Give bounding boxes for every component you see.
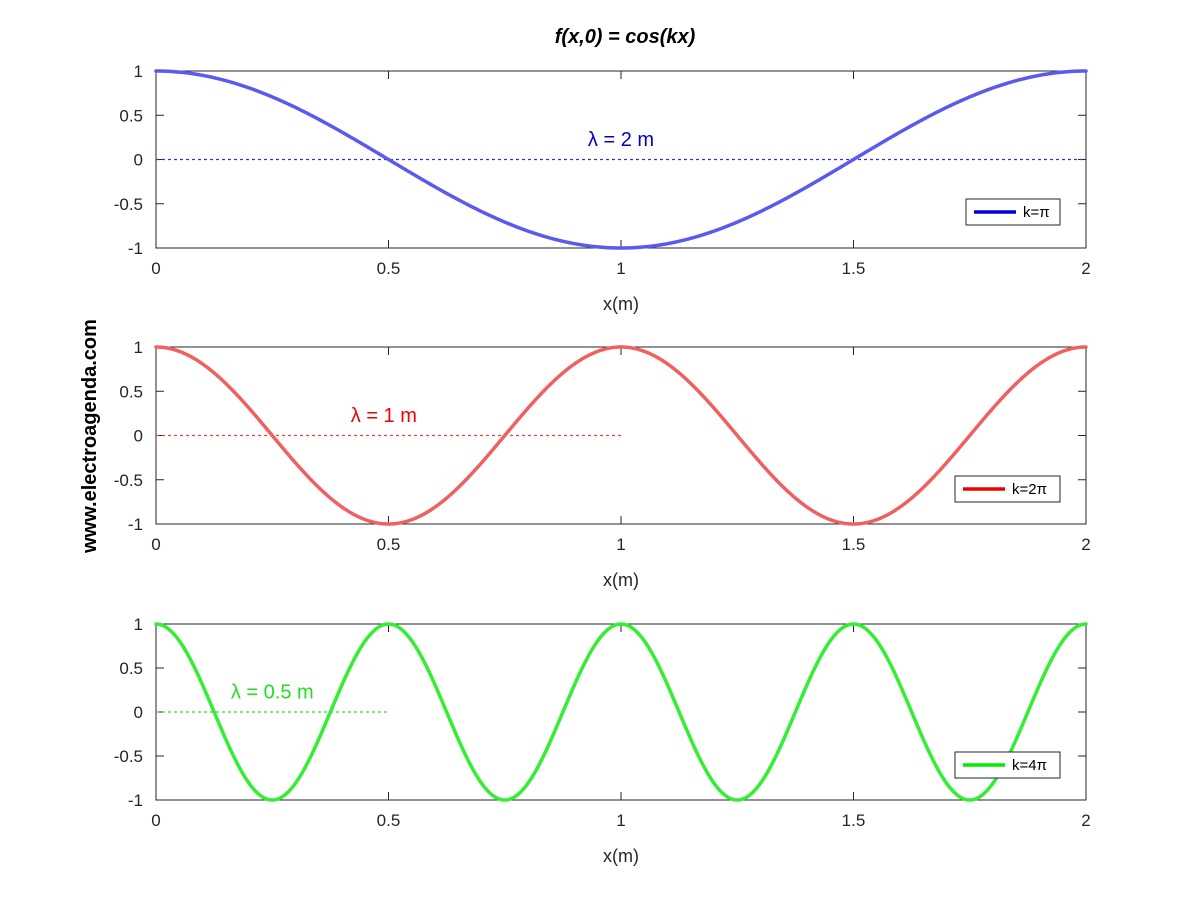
y-tick-label: -1	[128, 515, 143, 534]
y-tick-label: -0.5	[114, 195, 143, 214]
x-tick-label: 2	[1081, 535, 1090, 554]
y-tick-label: 0	[134, 703, 143, 722]
x-tick-label: 1	[616, 811, 625, 830]
y-tick-label: -1	[128, 791, 143, 810]
subplots: 0 0.5 1 1.5 2 -1 -0.5 0 0.5 1 x(m) k=π λ = 2 m 0 0.5 1 1…	[114, 62, 1091, 866]
watermark-text: www.electroagenda.com	[79, 319, 101, 554]
x-tick-label: 1	[616, 535, 625, 554]
x-tick-label: 1.5	[842, 535, 866, 554]
subplot-3: 0 0.5 1 1.5 2 -1 -0.5 0 0.5 1 x(m) k=4π λ = 0.5 m	[114, 615, 1091, 866]
x-axis-label: x(m)	[603, 570, 639, 590]
x-axis-label: x(m)	[603, 846, 639, 866]
legend: k=2π	[954, 475, 1061, 503]
series-line	[154, 622, 1088, 802]
x-tick-label: 0.5	[377, 259, 401, 278]
x-tick-label: 2	[1081, 259, 1090, 278]
y-tick-label: 1	[134, 62, 143, 81]
legend: k=4π	[954, 751, 1061, 779]
y-tick-label: 0	[134, 427, 143, 446]
legend-entry: k=π	[1023, 204, 1050, 221]
y-tick-label: -0.5	[114, 471, 143, 490]
legend: k=π	[965, 198, 1061, 226]
y-tick-label: 1	[134, 338, 143, 357]
y-tick-label: 0.5	[119, 382, 143, 401]
figure-title: f(x,0) = cos(kx)	[555, 26, 696, 48]
y-tick-label: 0.5	[119, 659, 143, 678]
y-tick-label: 0.5	[119, 106, 143, 125]
y-tick-label: 1	[134, 615, 143, 634]
series-line	[154, 69, 1088, 250]
y-tick-label: 0	[134, 151, 143, 170]
wavelength-annotation: λ = 2 m	[588, 129, 654, 151]
x-tick-label: 1.5	[842, 811, 866, 830]
wavelength-annotation: λ = 1 m	[351, 405, 417, 427]
subplot-1: 0 0.5 1 1.5 2 -1 -0.5 0 0.5 1 x(m) k=π λ = 2 m	[114, 62, 1091, 314]
subplot-2: 0 0.5 1 1.5 2 -1 -0.5 0 0.5 1 x(m) k=2π λ = 1 m	[114, 338, 1091, 590]
x-tick-label: 2	[1081, 811, 1090, 830]
y-tick-label: -1	[128, 239, 143, 258]
x-tick-label: 0	[151, 811, 160, 830]
x-tick-label: 1.5	[842, 259, 866, 278]
legend-entry: k=4π	[1012, 757, 1047, 774]
x-tick-label: 1	[616, 259, 625, 278]
x-tick-label: 0.5	[377, 535, 401, 554]
series-line	[154, 345, 1088, 526]
wavelength-annotation: λ = 0.5 m	[231, 682, 314, 704]
x-axis-label: x(m)	[603, 294, 639, 314]
x-tick-label: 0	[151, 535, 160, 554]
x-tick-label: 0.5	[377, 811, 401, 830]
x-tick-label: 0	[151, 259, 160, 278]
legend-entry: k=2π	[1012, 481, 1047, 498]
y-tick-label: -0.5	[114, 747, 143, 766]
